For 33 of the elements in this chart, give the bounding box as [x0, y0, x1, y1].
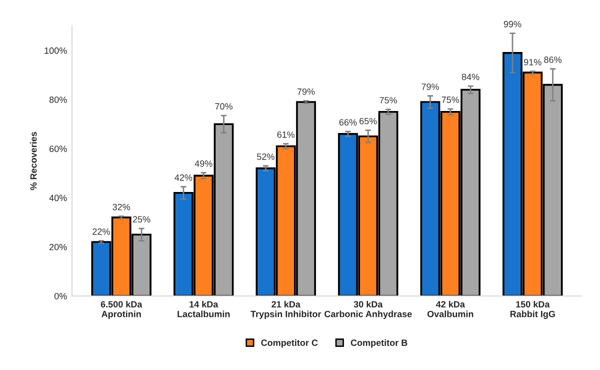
y-tick-label: 40%	[49, 194, 67, 202]
y-tick-label: 80%	[49, 96, 67, 103]
x-tick-label: 30 kDa Carbonic Anhydrase	[324, 300, 412, 319]
y-axis-title: % Recoveries	[30, 132, 37, 190]
data-label: 79%	[422, 84, 439, 90]
data-label: 25%	[132, 216, 150, 223]
data-label: 49%	[194, 160, 212, 167]
data-label: 66%	[339, 119, 357, 126]
data-label: 75%	[442, 96, 460, 103]
legend-label: Competitor B	[350, 339, 408, 348]
data-label: 32%	[112, 204, 130, 210]
y-tick-label: 100%	[44, 47, 67, 54]
x-tick-label: 21 kDa Trypsin Inhibitor	[250, 300, 322, 319]
y-tick-label: 60%	[50, 146, 67, 152]
data-label: 52%	[257, 154, 274, 160]
data-label: 65%	[360, 118, 377, 124]
data-label: 86%	[544, 56, 562, 63]
x-tick-label: 6.500 kDa Aprotinin	[100, 300, 142, 319]
data-label: 42%	[174, 174, 192, 181]
data-label: 61%	[277, 131, 295, 138]
data-label: 91%	[524, 58, 542, 66]
legend-label: Competitor C	[261, 339, 318, 348]
x-tick-label: 14 kDa Lactalbumin	[178, 300, 230, 318]
data-label: 75%	[380, 97, 397, 104]
y-tick-label: 20%	[50, 244, 67, 250]
data-label: 84%	[462, 74, 480, 80]
x-tick-label: 42 kDa Ovalbumin	[427, 300, 474, 318]
data-label: 99%	[504, 20, 522, 28]
data-label: 22%	[92, 228, 110, 235]
data-label: 70%	[215, 103, 232, 110]
x-tick-label: 150 kDa Rabbit IgG	[510, 300, 555, 320]
y-tick-label: 0%	[54, 292, 67, 300]
data-label: 79%	[297, 88, 315, 95]
